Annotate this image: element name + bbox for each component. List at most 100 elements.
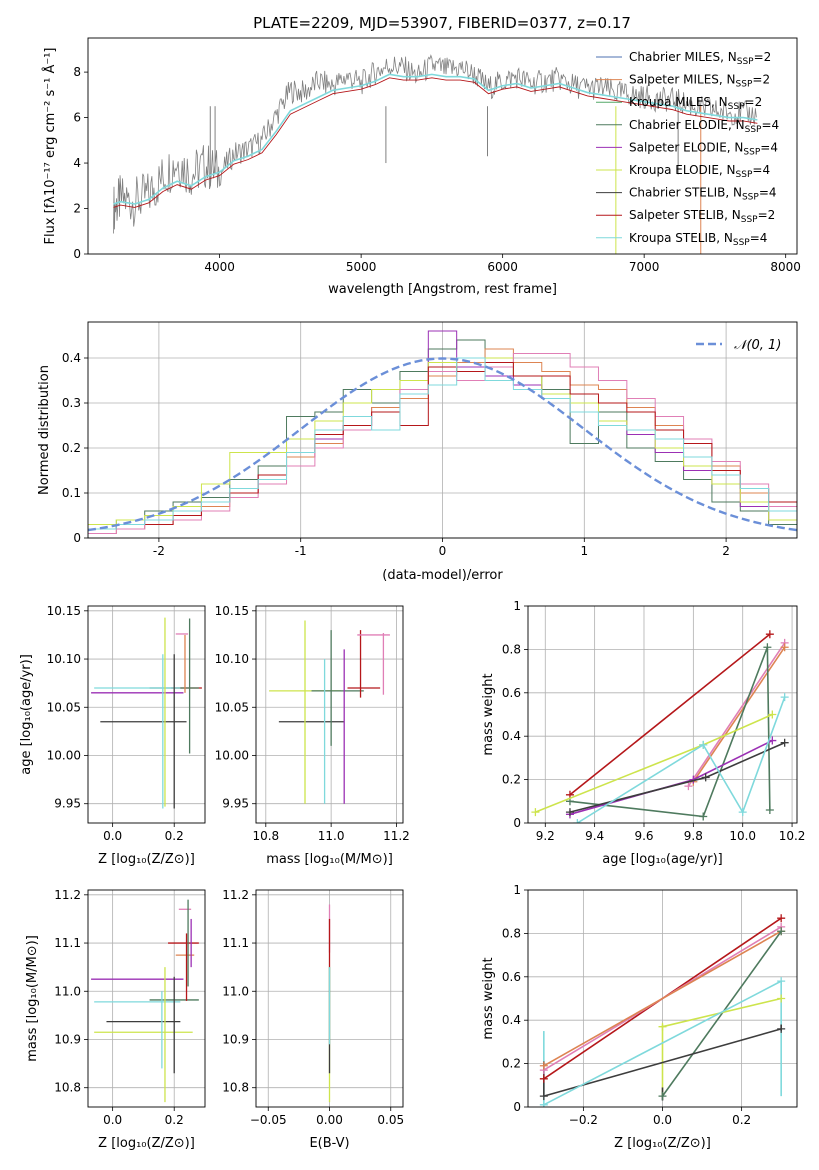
weight-marker	[738, 808, 747, 817]
y-tick-label: 10.05	[215, 700, 249, 714]
x-axis-label: wavelength [Angstrom, rest frame]	[328, 282, 557, 297]
y-tick-label: 10.15	[47, 604, 81, 618]
y-tick-label: 10.15	[215, 604, 249, 618]
weight-series-line	[543, 930, 782, 1067]
x-tick-label: 0.2	[165, 829, 184, 843]
y-tick-label: 0.8	[502, 642, 521, 656]
x-tick-label: 0.0	[653, 1113, 672, 1127]
y-tick-label: 10.9	[54, 1032, 81, 1046]
y-tick-label: 0	[513, 816, 521, 830]
y-tick-label: 4	[73, 156, 81, 170]
y-tick-label: 11.1	[54, 936, 81, 950]
plot-area	[91, 617, 202, 809]
x-tick-label: 10.2	[779, 829, 806, 843]
weight-marker	[573, 819, 582, 823]
x-tick-label: 10.8	[252, 829, 279, 843]
weight-series-line	[569, 739, 773, 816]
spectrum-legend: Chabrier MILES, NSSP=2 Salpeter MILES, NS…	[596, 50, 779, 248]
weight-marker	[780, 643, 789, 652]
y-axis-label: age [log₁₀(age/yr)]	[19, 654, 34, 775]
legend-label: 𝒩(0, 1)	[734, 338, 781, 353]
legend-label: Kroupa ELODIE, NSSP=4	[629, 163, 770, 180]
y-tick-label: 0	[513, 1100, 521, 1114]
weight-series-line	[543, 980, 782, 1106]
x-tick-label: 0.2	[165, 1113, 184, 1127]
weight-marker	[699, 812, 708, 821]
weight-marker	[777, 927, 786, 936]
y-tick-label: 2	[73, 202, 81, 216]
x-tick-label: 0.0	[103, 1113, 122, 1127]
x-tick-label: 0.05	[377, 1113, 404, 1127]
y-tick-label: 11.2	[54, 888, 81, 902]
y-tick-label: 6	[73, 111, 81, 125]
axes-frame	[255, 889, 404, 1108]
y-tick-label: 9.95	[222, 797, 249, 811]
x-tick-label: 1	[580, 544, 588, 558]
x-axis-label: Z [log₁₀(Z/Z⊙)]	[98, 852, 195, 867]
weight-marker	[565, 808, 574, 817]
y-tick-label: 10.10	[215, 652, 249, 666]
axes-frame	[255, 605, 404, 824]
y-axis-label: mass weight	[481, 957, 496, 1039]
weight-marker	[777, 977, 786, 986]
y-tick-label: 10.00	[47, 748, 81, 762]
x-axis-label: (data-model)/error	[382, 568, 503, 583]
axes-frame	[527, 889, 798, 1108]
model-spectrum-salpeter	[113, 77, 758, 208]
y-tick-label: 8	[73, 65, 81, 79]
weight-vs-z-panel: −0.2 0.0 0.2 0 0.2 0.4 0.6 0.8 1 Z [log₁₀(Z/Z⊙)] m…	[481, 883, 798, 1151]
y-tick-label: 10.8	[222, 1081, 249, 1095]
axes-frame	[527, 605, 798, 824]
y-tick-label: 11.0	[222, 984, 249, 998]
y-tick-label: 0.1	[62, 486, 81, 500]
mass-vs-ebv-panel: −0.05 0.00 0.05 10.8 10.9 11.0 11.1 11.2 E(B-V)	[222, 888, 404, 1151]
y-tick-label: 11.1	[222, 936, 249, 950]
x-axis-label: mass [log₁₀(M/M⊙)]	[266, 852, 393, 867]
histogram-series	[88, 357, 797, 538]
x-axis-label: Z [log₁₀(Z/Z⊙)]	[98, 1136, 195, 1151]
y-tick-label: 0.6	[502, 686, 521, 700]
x-axis-label: Z [log₁₀(Z/Z⊙)]	[614, 1136, 711, 1151]
y-tick-label: 9.95	[54, 797, 81, 811]
weight-vs-age-panel: 9.2 9.4 9.6 9.8 10.0 10.2 0 0.2 0.4 0.6 0.8 1 age [l…	[481, 599, 805, 867]
weight-series-line	[692, 646, 786, 783]
x-tick-label: 0	[439, 544, 447, 558]
y-axis-label: mass weight	[481, 673, 496, 755]
legend-label: Salpeter STELIB, NSSP=2	[629, 208, 775, 225]
y-tick-label: 10.05	[47, 700, 81, 714]
y-tick-label: 11.0	[54, 984, 81, 998]
x-tick-label: 11.0	[318, 829, 345, 843]
x-tick-label: 10.0	[729, 829, 756, 843]
x-tick-label: 5000	[346, 260, 377, 274]
weight-marker	[699, 740, 708, 749]
y-tick-label: 0.3	[62, 396, 81, 410]
plot-area	[539, 914, 786, 1107]
weight-series-line	[687, 642, 786, 787]
axes-frame	[87, 889, 206, 1108]
y-tick-label: 10.9	[222, 1032, 249, 1046]
y-tick-label: 10.10	[47, 652, 81, 666]
x-tick-label: 11.2	[383, 829, 410, 843]
legend-label: Salpeter ELODIE, NSSP=4	[629, 140, 778, 157]
weight-series-line	[576, 696, 786, 823]
x-tick-label: 8000	[770, 260, 801, 274]
x-tick-label: 2	[722, 544, 730, 558]
mass-vs-z-panel: 0.0 0.2 10.8 10.9 11.0 11.1 11.2 Z [log₁₀(Z/Z⊙)…	[25, 888, 206, 1151]
weight-series-line	[569, 741, 785, 813]
weight-marker	[777, 1024, 786, 1033]
legend-label: Salpeter MILES, NSSP=2	[629, 73, 770, 90]
plot-area	[269, 620, 390, 804]
weight-marker	[765, 630, 774, 639]
weight-marker	[763, 643, 772, 652]
weight-series-line	[569, 633, 771, 796]
weight-marker	[539, 1100, 548, 1107]
spectrum-panel: 4000 5000 6000 7000 8000 0 2 4 6 8 wavelength [Ang…	[42, 37, 801, 297]
y-tick-label: 0.8	[502, 926, 521, 940]
weight-series-line	[661, 930, 782, 1097]
weight-marker	[701, 773, 710, 782]
y-tick-label: 10.8	[54, 1081, 81, 1095]
y-tick-label: 0.6	[502, 970, 521, 984]
legend-label: Kroupa STELIB, NSSP=4	[629, 231, 767, 248]
weight-marker	[768, 710, 777, 719]
residuals-panel: -2 -1 0 1 2 0 0.1 0.2 0.3 0.4 (data-model)/error No…	[37, 321, 798, 583]
